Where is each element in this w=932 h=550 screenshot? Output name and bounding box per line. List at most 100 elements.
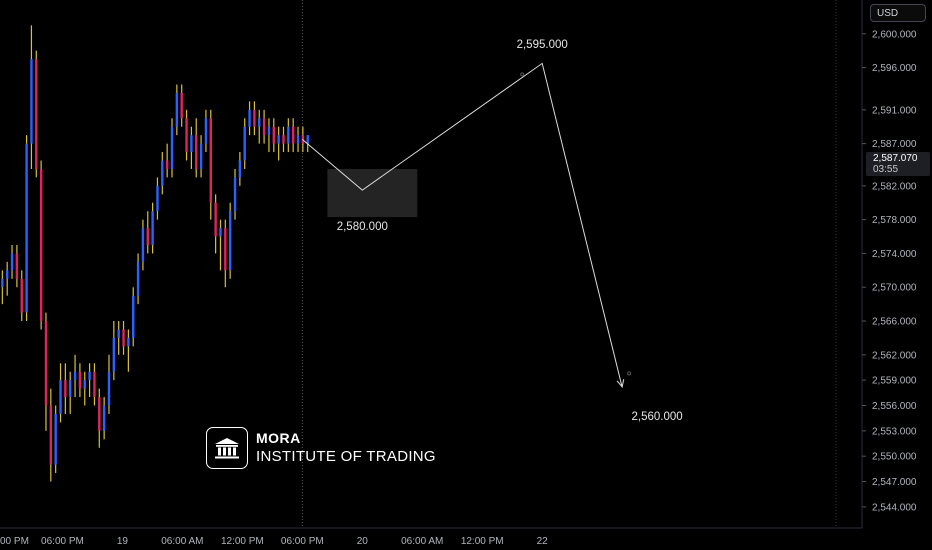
candle-body [209, 118, 212, 203]
candle-body [10, 253, 14, 271]
candle-body [117, 329, 120, 338]
candle-body [277, 135, 280, 144]
candle-body [195, 135, 198, 169]
candle-body [20, 278, 23, 313]
candle-body [132, 295, 135, 338]
y-tick-label: 2,596.000 [872, 63, 917, 74]
candle-body [25, 143, 28, 313]
candle-body [287, 126, 290, 144]
y-tick-label: 2,587.000 [872, 139, 917, 150]
currency-button[interactable]: USD [870, 4, 926, 22]
anchor-dot [520, 72, 525, 77]
candle-body [69, 380, 72, 398]
candle-body [233, 177, 237, 212]
y-tick-label: 2,556.000 [872, 401, 917, 412]
y-tick-label: 2,562.000 [872, 350, 917, 361]
y-tick-label: 2,578.000 [872, 215, 917, 226]
candle-body [64, 380, 67, 398]
candle-body [156, 185, 159, 212]
grid [301, 0, 837, 528]
y-tick-label: 2,570.000 [872, 283, 917, 294]
candle-body [15, 253, 19, 279]
candle-body [44, 321, 48, 406]
projection-line [301, 62, 623, 388]
candle-body [219, 228, 222, 237]
x-tick-label: 22 [537, 536, 549, 547]
x-tick-label: 19 [117, 536, 129, 547]
candle-body [243, 126, 246, 161]
candle-body [5, 270, 9, 279]
y-tick-label: 2,547.000 [872, 477, 917, 488]
candle-body [253, 109, 256, 127]
candle-body [83, 380, 86, 389]
candle-body [214, 202, 217, 237]
candle-body [262, 118, 266, 136]
candle-body [291, 126, 295, 144]
candle-body [141, 228, 145, 262]
candle-body [258, 118, 261, 127]
y-tick-label: 2,559.000 [872, 376, 917, 387]
candle-body [238, 160, 242, 178]
candle-body [306, 135, 309, 144]
x-tick-label: 00 PM [0, 536, 29, 547]
y-tick-label: 2,600.000 [872, 29, 917, 40]
candle-body [93, 371, 96, 398]
candle-body [248, 109, 251, 127]
candle-body [122, 329, 125, 347]
x-tick-label: 06:00 AM [401, 536, 443, 547]
brand-logo: MORA INSTITUTE OF TRADING [206, 427, 436, 469]
candle-body [190, 135, 193, 153]
candle-body [112, 337, 116, 372]
candle-body [30, 59, 33, 144]
candle-body [180, 92, 183, 119]
x-tick-label: 06:00 AM [161, 536, 203, 547]
target-zone-layer [327, 168, 418, 218]
x-tick-label: 12:00 PM [461, 536, 504, 547]
candle-body [199, 143, 203, 169]
candle-body [204, 118, 208, 144]
candle-body [78, 371, 82, 389]
candle-body [282, 135, 285, 144]
candle-body [175, 92, 179, 127]
projection-level-label: 2,580.000 [337, 221, 388, 233]
candle-body [39, 168, 43, 322]
last-price-value: 2,587.070 [873, 153, 918, 164]
candle-body [73, 371, 77, 381]
candle-body [272, 126, 275, 144]
candle-body [136, 261, 140, 296]
candle-body [228, 211, 232, 271]
candle-body [267, 126, 271, 136]
candle-body [127, 337, 130, 347]
brand-line1: MORA [256, 430, 301, 446]
y-tick-label: 2,591.000 [872, 105, 917, 116]
projection-level-label: 2,560.000 [632, 411, 683, 423]
anchor-dot [627, 371, 632, 376]
y-tick-label: 2,566.000 [872, 317, 917, 328]
bar-countdown: 03:55 [873, 164, 899, 175]
axes: 2,600.000 2,596.000 2,591.000 2,587.000 2,58… [0, 0, 917, 547]
x-tick-label: 20 [357, 536, 369, 547]
candle-body [146, 228, 149, 245]
brand-text: MORA INSTITUTE OF TRADING [256, 430, 436, 466]
bank-building-icon [206, 427, 248, 469]
target-zone [327, 168, 418, 218]
candle-body [35, 59, 38, 169]
y-tick-label: 2,553.000 [872, 426, 917, 437]
candles [1, 25, 309, 482]
projection-level-label: 2,595.000 [517, 39, 568, 51]
candle-body [161, 160, 164, 186]
candle-body [165, 160, 169, 169]
candle-body [107, 371, 111, 406]
y-tick-label: 2,582.000 [872, 181, 917, 192]
brand-line2: INSTITUTE OF TRADING [256, 448, 436, 465]
candle-body [98, 397, 101, 431]
candle-body [224, 228, 227, 271]
candle-body [185, 118, 188, 153]
x-tick-label: 12:00 PM [221, 536, 264, 547]
y-tick-label: 2,574.000 [872, 249, 917, 260]
candle-body [296, 135, 300, 144]
candle-body [1, 278, 4, 288]
candle-body [88, 371, 91, 381]
